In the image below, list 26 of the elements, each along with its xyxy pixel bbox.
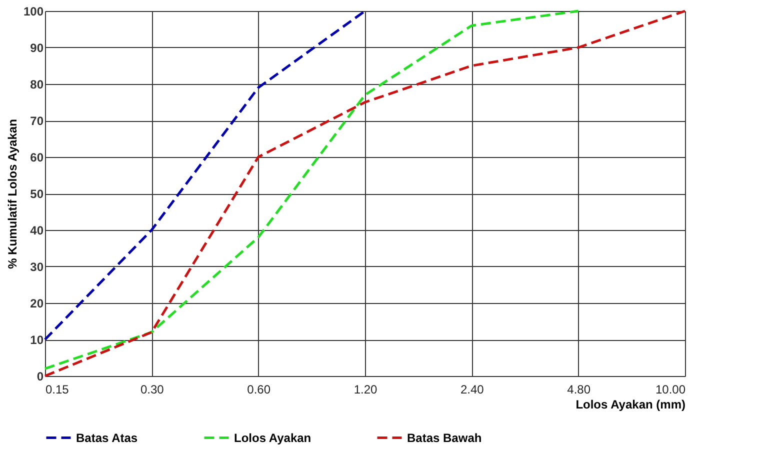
y-tick-label: 50 <box>30 187 44 201</box>
line-series <box>44 10 686 378</box>
x-tick-label: 2.40 <box>460 382 484 396</box>
x-tick-label: 10.00 <box>655 382 686 396</box>
y-tick-label: 10 <box>30 333 44 347</box>
y-tick-label: 40 <box>30 224 44 238</box>
y-tick-label: 0 <box>36 370 44 384</box>
x-axis-title: Lolos Ayakan (mm) <box>576 398 686 412</box>
line-series <box>44 10 366 341</box>
y-tick-label: 20 <box>30 296 44 310</box>
x-tick-label: 0.30 <box>140 382 164 396</box>
x-tick-label: 4.80 <box>567 382 591 396</box>
y-tick-label: 30 <box>30 260 44 274</box>
y-tick-label: 90 <box>30 41 44 55</box>
y-tick-label: 80 <box>30 78 44 92</box>
y-tick-label: 60 <box>30 150 44 164</box>
y-tick-label: 70 <box>30 114 44 128</box>
legend-label: Batas Bawah <box>407 430 482 445</box>
x-tick-label: 0.60 <box>247 382 271 396</box>
x-tick-label: 1.20 <box>354 382 378 396</box>
y-tick-label: 100 <box>23 4 44 18</box>
x-tick-label: 0.15 <box>46 382 70 396</box>
legend-label: Lolos Ayakan <box>234 430 312 445</box>
line-series <box>44 10 580 370</box>
legend-label: Batas Atas <box>76 430 138 445</box>
y-axis-title: % Kumulatif Lolos Ayakan <box>5 119 20 269</box>
